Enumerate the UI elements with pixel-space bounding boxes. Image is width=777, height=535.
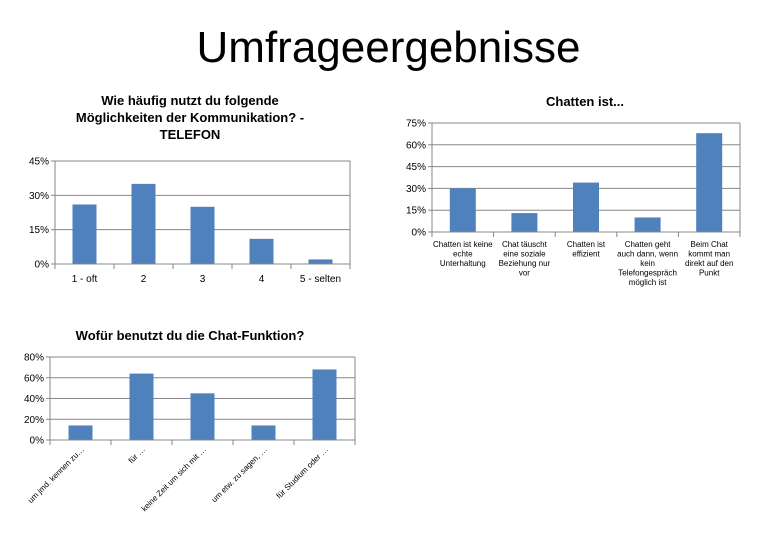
- chart-2-x-tick-label: Chatten geht auch dann, wenn kein Telefonge…: [617, 240, 678, 287]
- chart-2-y-tick-label: 75%: [406, 119, 426, 130]
- chart-2-x-tick-label: Chat täuscht eine soziale Beziehung nur vor: [499, 240, 551, 278]
- chart-3-y-tick-label: 20%: [24, 415, 44, 426]
- chart-3-bar: [68, 425, 93, 440]
- chart-1-bar: [190, 206, 215, 264]
- chart-2-x-tick-label-line: Telefongespräch: [618, 269, 677, 278]
- chart-2-x-tick-label-line: Chatten ist: [567, 240, 606, 249]
- chart-2-x-tick-label: Beim Chat kommt man direkt auf den Punkt: [685, 240, 733, 278]
- chart-1-bar: [308, 259, 333, 264]
- chart-3-y-tick-label: 0%: [30, 436, 45, 447]
- chart-2-bar: [634, 217, 661, 232]
- chart-1-x-tick-label: 4: [259, 274, 265, 285]
- chart-1-bar: [131, 183, 156, 264]
- chart-1-title-line: Wie häufig nutzt du folgende: [101, 93, 279, 108]
- chart-2-x-tick-label-line: Chat täuscht: [502, 240, 548, 249]
- chart-1-bar: [249, 238, 274, 264]
- chart-2-x-tick-label-line: Beziehung nur: [499, 259, 551, 268]
- chart-3-bar: [251, 425, 276, 440]
- chart-1-title-line: TELEFON: [159, 127, 221, 142]
- chart-3-y-tick-label: 40%: [24, 394, 44, 405]
- chart-2-title-line: Chatten ist...: [545, 94, 624, 109]
- chart-2-x-tick-label-line: Chatten geht: [625, 240, 672, 249]
- chart-3-title: Wofür benutzt du die Chat-Funktion?: [25, 327, 355, 344]
- chart-2-x-tick-label-line: direkt auf den: [685, 259, 733, 268]
- chart-3-title-line: Wofür benutzt du die Chat-Funktion?: [75, 328, 305, 343]
- chart-2-x-tick-label-line: Punkt: [699, 269, 720, 278]
- chart-2-bar: [573, 182, 599, 232]
- chart-1-x-tick-label: 2: [141, 274, 147, 285]
- chart-1-y-tick-label: 45%: [29, 157, 49, 168]
- chart-2-x-tick-label-line: echte: [453, 250, 473, 259]
- chart-3-x-tick-label: keine Zeit um sich mit …: [140, 445, 208, 513]
- chart-2-y-tick-label: 60%: [406, 140, 426, 151]
- chart-2-y-tick-label: 30%: [406, 184, 426, 195]
- chart-1-y-tick-label: 0%: [35, 260, 50, 271]
- chart-2-x-tick-label-line: Beim Chat: [691, 240, 729, 249]
- chart-1-x-tick-label: 1 - oft: [72, 274, 98, 285]
- chart-1-x-tick-label: 5 - selten: [300, 274, 341, 285]
- chart-3-bar: [129, 373, 154, 440]
- chart-3-y-tick-label: 60%: [24, 373, 44, 384]
- chart-2-y-tick-label: 0%: [412, 228, 427, 239]
- chart-2-x-tick-label: Chatten ist effizient: [567, 240, 606, 259]
- chart-2-bar: [449, 188, 476, 232]
- chart-1-title: Wie häufig nutzt du folgende Möglichkeit…: [20, 92, 360, 143]
- chart-2-x-tick-label-line: vor: [519, 269, 530, 278]
- chart-1-title-line: Möglichkeiten der Kommunikation? -: [75, 110, 305, 125]
- chart-2-x-tick-label-line: kommt man: [688, 250, 730, 259]
- chart-2-x-tick-label-line: auch dann, wenn: [617, 250, 678, 259]
- chart-3-x-tick-label: um etw. zu sagen, …: [210, 445, 269, 504]
- chart-2-x-tick-label-line: möglich ist: [629, 278, 668, 287]
- chart-2-bar: [511, 213, 538, 232]
- chart-3-x-tick-label: für …: [127, 445, 147, 465]
- chart-1-y-tick-label: 30%: [29, 191, 49, 202]
- chart-1-x-tick-label: 3: [200, 274, 206, 285]
- chart-3-bar: [190, 393, 215, 440]
- chart-1-y-tick-label: 15%: [29, 225, 49, 236]
- chart-2-x-tick-label-line: Unterhaltung: [440, 259, 486, 268]
- chart-3-bar: [312, 369, 337, 440]
- chart-2-x-tick-label-line: eine soziale: [503, 250, 546, 259]
- chart-2-bar: [696, 133, 723, 232]
- chart-2-x-tick-label-line: kein: [640, 259, 655, 268]
- chart-2-y-tick-label: 15%: [406, 206, 426, 217]
- chart-2-title: Chatten ist...: [410, 93, 760, 110]
- chart-2-x-tick-label-line: effizient: [572, 250, 600, 259]
- chart-3-y-tick-label: 80%: [24, 353, 44, 364]
- chart-3-x-tick-label: für Studium oder …: [274, 445, 329, 500]
- chart-2-y-tick-label: 45%: [406, 162, 426, 173]
- chart-1-bar: [72, 204, 97, 264]
- chart-2-x-tick-label-line: Chatten ist keine: [433, 240, 493, 249]
- chart-2-x-tick-label: Chatten ist keine echte Unterhaltung: [433, 240, 493, 268]
- chart-3-x-tick-label: um jmd. kennen zu…: [26, 445, 86, 505]
- slide-title: Umfrageergebnisse: [196, 23, 581, 72]
